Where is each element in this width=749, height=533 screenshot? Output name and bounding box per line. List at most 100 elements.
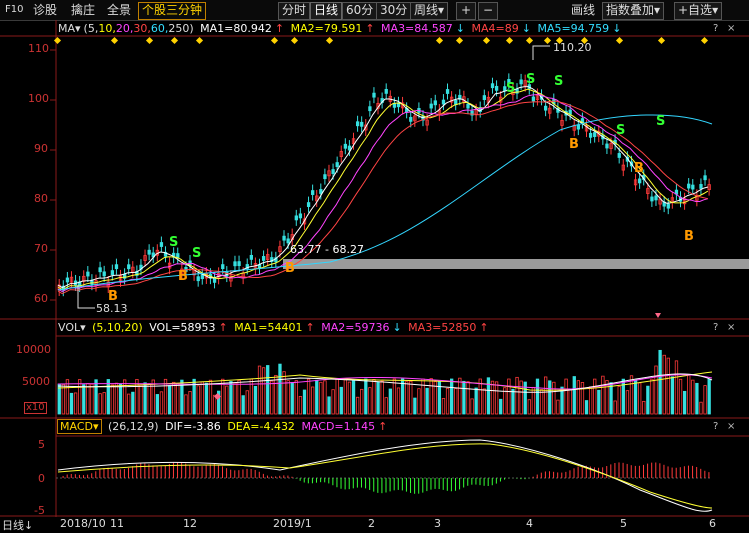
x-axis-label: 6 — [709, 517, 716, 530]
volume-bar — [531, 386, 536, 415]
period-switch[interactable]: 日线↓ — [2, 519, 34, 532]
help-icon[interactable]: ? — [713, 23, 719, 34]
candle — [531, 96, 536, 102]
dea-value: DEA=-4.432 — [227, 420, 295, 433]
vol-ma-line — [57, 374, 713, 390]
candle — [372, 92, 376, 98]
toolbar: F10 诊股 擒庄 全景 个股三分钟 分时 日线 60分 30分 周线▾ + −… — [0, 0, 749, 21]
candle — [351, 138, 356, 145]
volume-bar — [159, 391, 164, 415]
volume-bar — [225, 385, 229, 415]
volume-bar — [441, 398, 446, 415]
arrow-down-icon: ↓ — [612, 22, 622, 35]
volume-bar — [621, 378, 625, 415]
candle — [323, 174, 327, 180]
macd-indicator-dropdown[interactable]: MACD▾ — [57, 419, 102, 434]
tab-weekly[interactable]: 周线▾ — [410, 2, 449, 20]
volume-bar — [188, 391, 192, 415]
candle — [544, 105, 548, 111]
ma1-value: MA1=80.942 — [200, 22, 272, 35]
close-icon[interactable]: × — [727, 322, 736, 333]
volume-bar — [384, 397, 388, 415]
tab-daily[interactable]: 日线 — [310, 2, 343, 20]
add-watchlist-dropdown[interactable]: +自选▾ — [674, 2, 723, 20]
price-axis-label: 90 — [34, 142, 48, 155]
volume-bar — [368, 387, 372, 415]
zoom-in-button[interactable]: + — [456, 2, 476, 20]
volume-bar — [65, 379, 70, 415]
signal-marker-icon — [53, 36, 62, 45]
volume-bar — [163, 378, 168, 415]
volume-bar — [347, 381, 352, 415]
candle — [339, 151, 343, 157]
volume-bar — [568, 389, 572, 415]
help-icon[interactable]: ? — [713, 322, 719, 333]
ma-indicator-dropdown[interactable]: MA▾ — [58, 22, 81, 35]
signal-marker-icon — [615, 36, 624, 45]
macd-axis-label: -5 — [34, 504, 45, 517]
price-axis-label: 110 — [28, 42, 49, 55]
candle — [245, 264, 249, 269]
arrow-up-icon: ↑ — [378, 420, 388, 433]
signal-marker-icon — [270, 36, 279, 45]
ma-param-250: 250) — [168, 22, 194, 35]
candle — [102, 271, 106, 277]
volume-bar — [695, 382, 699, 415]
volume-bar — [290, 382, 294, 415]
capture-button[interactable]: 擒庄 — [71, 3, 96, 17]
buy-signal: B — [569, 137, 579, 152]
volume-bar — [548, 380, 552, 415]
help-icon[interactable]: ? — [713, 421, 719, 432]
f10-button[interactable]: F10 — [5, 4, 24, 15]
vol-legend: VOL▾ (5,10,20) VOL=58953 ↑ MA1=54401 ↑ MA2… — [58, 321, 492, 335]
close-icon[interactable]: × — [727, 23, 736, 34]
diagnose-button[interactable]: 诊股 — [33, 3, 58, 17]
vol-ma3-value: MA3=52850 — [408, 321, 477, 334]
candle — [347, 145, 352, 151]
candle — [278, 246, 282, 253]
vol-indicator-dropdown[interactable]: VOL▾ — [58, 321, 86, 334]
ma-legend: MA▾ (5,10,20,30,60,250) MA1=80.942 ↑ MA2=7… — [58, 22, 624, 36]
candle — [429, 103, 433, 109]
signal-marker-icon — [290, 36, 299, 45]
candle — [588, 132, 593, 138]
volume-bar — [666, 357, 670, 415]
index-overlay-dropdown[interactable]: 指数叠加▾ — [602, 2, 665, 20]
candle — [454, 99, 458, 105]
zoom-out-button[interactable]: − — [478, 2, 498, 20]
candle — [568, 109, 572, 115]
three-minute-button[interactable]: 个股三分钟 — [138, 2, 207, 20]
volume-bar — [515, 376, 519, 415]
candle — [687, 183, 691, 189]
volume-bar — [212, 394, 217, 415]
volume-bar — [192, 378, 196, 415]
candle — [597, 130, 601, 137]
tab-30min[interactable]: 30分 — [376, 2, 412, 20]
panorama-button[interactable]: 全景 — [107, 3, 132, 17]
close-icon[interactable]: × — [727, 421, 736, 432]
volume-bar — [396, 387, 401, 415]
volume-bar — [494, 381, 499, 415]
low-pointer — [77, 285, 95, 309]
ma5-value: MA5=94.759 — [537, 22, 610, 35]
volume-bar — [237, 379, 241, 415]
volume-bar — [633, 379, 638, 415]
volume-bar — [360, 388, 364, 415]
volume-bar — [462, 380, 466, 415]
volume-bar — [257, 365, 262, 415]
volume-bar — [486, 377, 491, 415]
volume-bar — [196, 385, 200, 415]
tab-intraday[interactable]: 分时 — [278, 2, 311, 20]
x-axis-label: 5 — [620, 517, 627, 530]
draw-line-button[interactable]: 画线 — [571, 3, 596, 17]
signal-marker-icon — [580, 36, 589, 45]
volume-bar — [707, 378, 711, 415]
high-pointer — [532, 45, 550, 60]
x-axis-label: 11 — [110, 517, 124, 530]
volume-bar — [114, 382, 119, 415]
ma-param-20: 20, — [115, 22, 134, 35]
candle — [270, 257, 274, 262]
candle — [249, 254, 254, 260]
volume-bar — [400, 378, 405, 415]
